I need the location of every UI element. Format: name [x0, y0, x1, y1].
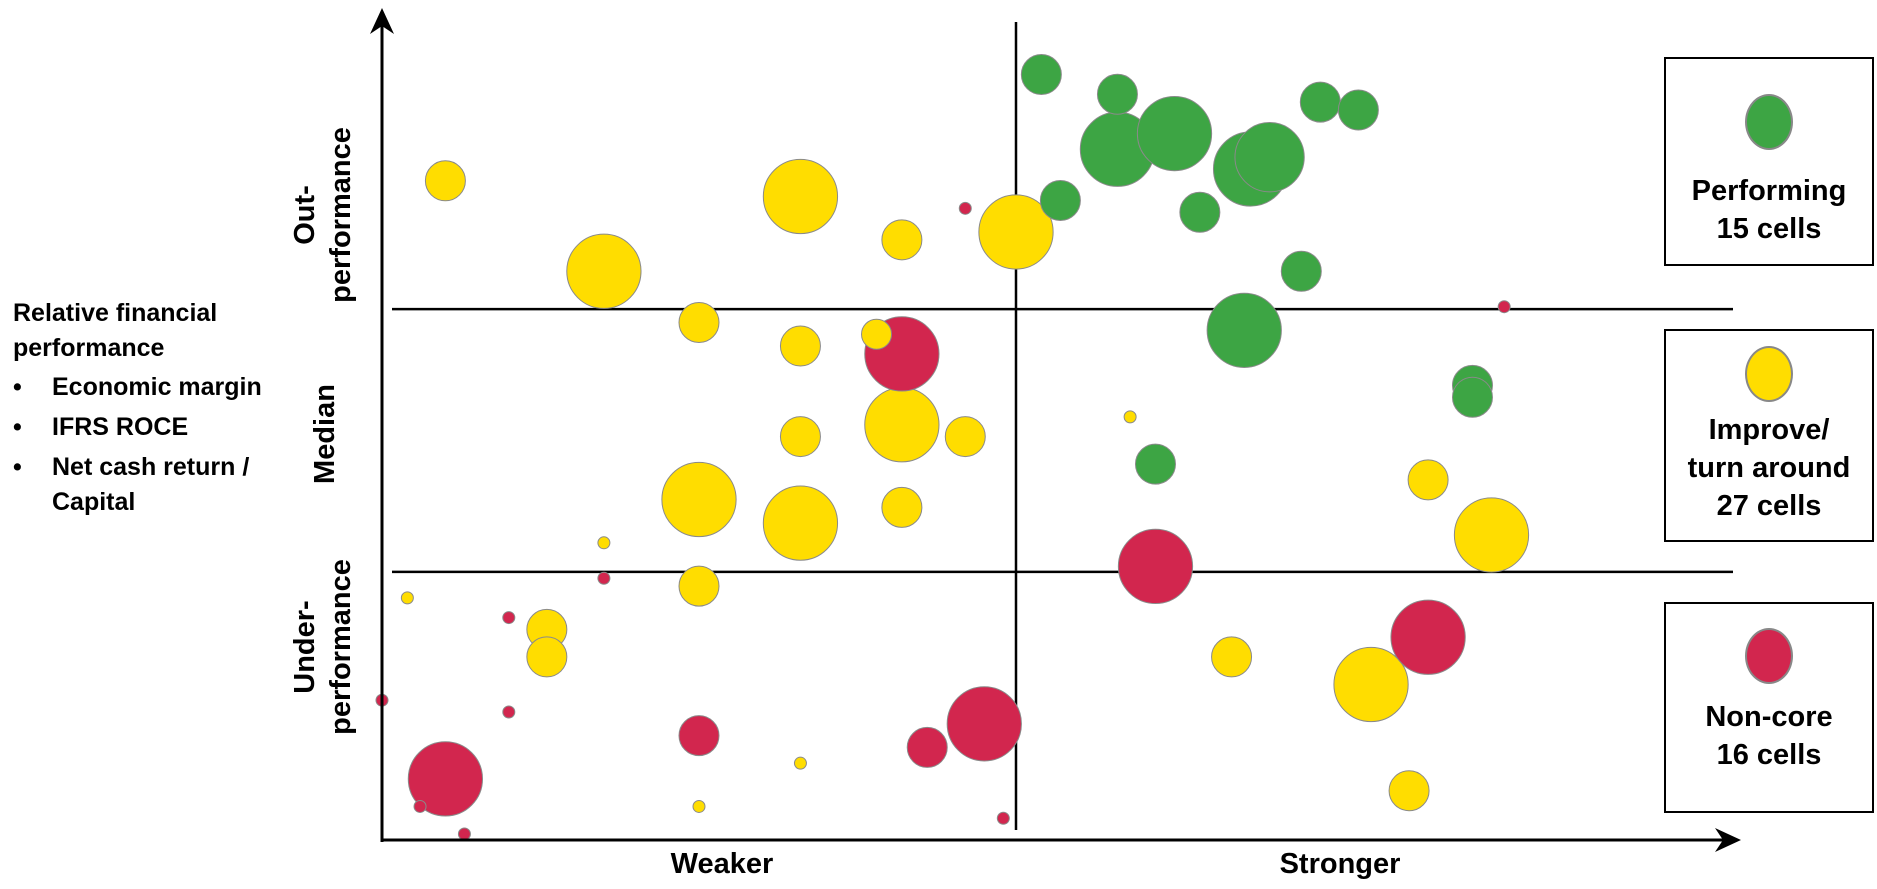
- bubble-point: [1451, 376, 1493, 418]
- bubble-point: [793, 756, 807, 770]
- legend-swatch: [1745, 94, 1793, 150]
- bubble-point: [526, 636, 568, 678]
- bubble-point: [946, 686, 1022, 762]
- metric-label: Net cash return / Capital: [52, 453, 250, 516]
- bullet-icon: •: [13, 373, 22, 401]
- metric-label: Economic margin: [52, 373, 262, 401]
- bubble-point: [1299, 81, 1341, 123]
- bubble-point: [678, 715, 720, 757]
- side-panel-title: Relative financial performance: [13, 299, 218, 362]
- bubble-point: [1179, 191, 1221, 233]
- y-band-label-under: Under- performance: [289, 559, 357, 735]
- bullet-icon: •: [13, 453, 22, 481]
- bubble-point: [1136, 95, 1213, 172]
- bubble-point: [597, 571, 611, 585]
- legend-swatch: [1745, 346, 1793, 402]
- bubble-point: [407, 741, 484, 817]
- x-label-weaker: Weaker: [670, 848, 774, 880]
- metrics-list: • Economic margin • IFRS ROCE • Net cash re…: [13, 370, 303, 525]
- bubble-point: [881, 219, 923, 261]
- bubble-point: [597, 536, 611, 550]
- legend-improve: Improve/ turn around 27 cells: [1664, 329, 1874, 542]
- bubble-point: [661, 461, 737, 538]
- bubble-point: [1096, 73, 1138, 115]
- x-axis-arrow-icon: [1715, 828, 1741, 852]
- bullet-icon: •: [13, 413, 22, 441]
- bubble-layer: [375, 54, 1530, 841]
- bubble-point: [1134, 443, 1176, 485]
- metric-item: • Economic margin: [13, 370, 303, 405]
- legend-swatch: [1745, 628, 1793, 684]
- legend-performing: Performing 15 cells: [1664, 57, 1874, 266]
- bubble-point: [1117, 528, 1194, 605]
- bubble-point: [1407, 459, 1449, 501]
- quadrant-lines: [392, 22, 1733, 830]
- bubble-point: [502, 705, 516, 719]
- bubble-point: [1234, 122, 1305, 193]
- bubble-point: [864, 387, 940, 463]
- legend-noncore: Non-core 16 cells: [1664, 602, 1874, 813]
- bubble-point: [678, 301, 720, 343]
- bubble-point: [1388, 770, 1430, 812]
- bubble-point: [779, 416, 821, 458]
- legend-label: Non-core 16 cells: [1705, 701, 1833, 771]
- bubble-point: [996, 811, 1010, 825]
- bubble-point: [1337, 89, 1379, 131]
- bubble-point: [1206, 292, 1282, 368]
- metric-item: • Net cash return / Capital: [13, 450, 303, 520]
- bubble-point: [881, 486, 923, 528]
- bubble-point: [779, 325, 821, 367]
- bubble-point: [1497, 300, 1511, 314]
- bubble-point: [413, 799, 427, 813]
- bubble-point: [958, 201, 972, 215]
- y-axis-arrow-icon: [370, 8, 394, 34]
- legend-label: Performing 15 cells: [1691, 175, 1847, 245]
- bubble-point: [1333, 646, 1409, 723]
- bubble-point: [678, 565, 720, 607]
- bubble-point: [1123, 410, 1137, 424]
- bubble-point: [861, 318, 893, 350]
- axes: [370, 8, 1741, 852]
- bubble-point: [944, 416, 986, 458]
- bubble-point: [566, 233, 642, 309]
- bubble-point: [502, 611, 516, 625]
- y-band-label-median: Median: [309, 384, 341, 484]
- y-band-label-out: Out- performance: [289, 127, 357, 303]
- x-label-stronger: Stronger: [1279, 848, 1401, 880]
- legend-label: Improve/ turn around 27 cells: [1687, 414, 1851, 522]
- metric-label: IFRS ROCE: [52, 413, 189, 441]
- bubble-point: [457, 827, 471, 841]
- bubble-point: [1211, 636, 1253, 678]
- bubble-point: [1390, 599, 1466, 675]
- bubble-point: [762, 485, 839, 561]
- bubble-point: [1020, 54, 1062, 96]
- metric-item: • IFRS ROCE: [13, 410, 303, 445]
- bubble-point: [424, 160, 466, 202]
- bubble-point: [906, 726, 948, 768]
- bubble-point: [400, 591, 414, 605]
- bubble-point: [1280, 250, 1322, 292]
- bubble-point: [1453, 497, 1530, 573]
- bubble-point: [692, 799, 706, 813]
- bubble-point: [762, 158, 839, 235]
- bubble-point: [1039, 179, 1081, 221]
- bubble-point: [978, 194, 1054, 270]
